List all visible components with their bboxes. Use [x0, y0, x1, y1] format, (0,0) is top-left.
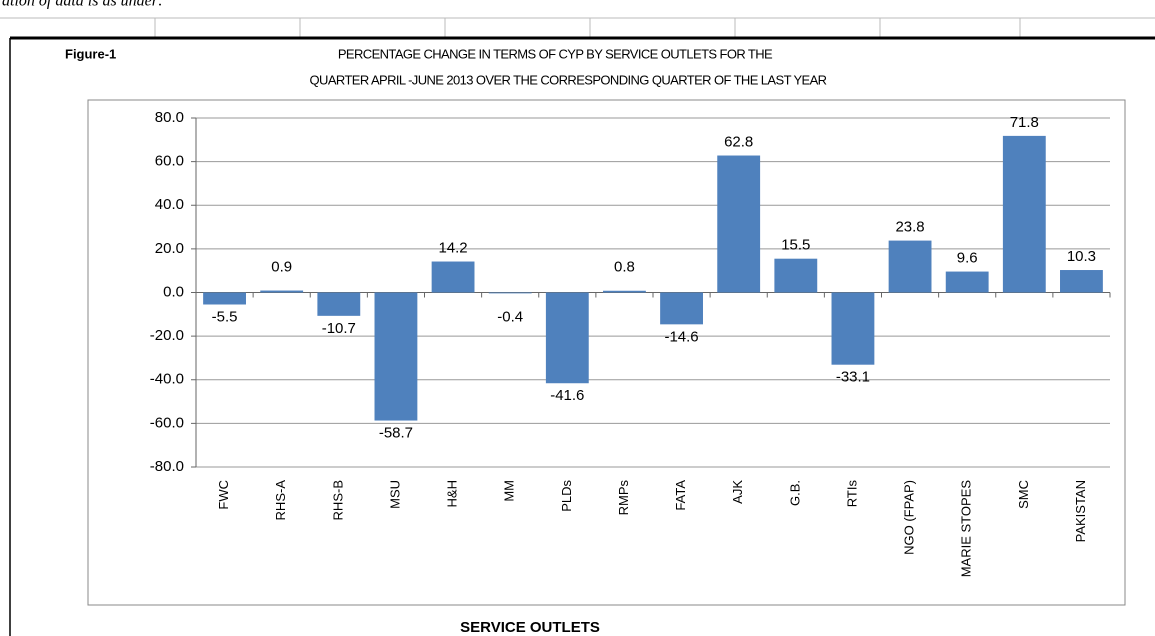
x-tick-label: FATA [673, 480, 688, 511]
x-tick-label: SMC [1016, 480, 1031, 509]
bar [945, 271, 989, 293]
y-tick-label: -80.0 [150, 458, 184, 475]
y-tick-label: -40.0 [150, 371, 184, 388]
value-label: 23.8 [895, 219, 924, 236]
x-tick-label: PLDs [559, 480, 574, 512]
value-label: 0.9 [271, 258, 292, 275]
bar [603, 290, 646, 293]
value-label: -33.1 [836, 369, 870, 386]
x-tick-label: FWC [216, 480, 231, 510]
y-tick-label: -20.0 [150, 327, 184, 344]
bar [545, 292, 589, 384]
y-tick-label: 80.0 [155, 109, 184, 126]
bar [831, 292, 875, 365]
bar [717, 155, 761, 293]
bar [888, 240, 932, 293]
x-tick-label: PAKISTAN [1073, 480, 1088, 542]
value-label: 15.5 [781, 237, 810, 254]
x-tick-label: NGO (FPAP) [902, 480, 917, 555]
value-label: 71.8 [1010, 114, 1039, 131]
value-label: 9.6 [957, 250, 978, 267]
x-tick-label: AJK [730, 480, 745, 504]
y-tick-label: 60.0 [155, 153, 184, 170]
value-label: -0.4 [497, 308, 523, 325]
bar [260, 290, 304, 293]
bar [1060, 270, 1103, 293]
y-tick-label: 20.0 [155, 240, 184, 257]
value-label: 14.2 [438, 239, 467, 256]
figure-label: Figure-1 [65, 46, 116, 61]
bar [374, 292, 418, 421]
x-tick-label: G.B. [787, 480, 802, 506]
bar [774, 258, 818, 293]
bar [1002, 135, 1046, 293]
value-label: -14.6 [664, 328, 698, 345]
chart-title: PERCENTAGE CHANGE IN TERMS OF CYP BY SER… [338, 46, 773, 61]
y-tick-label: -60.0 [150, 414, 184, 431]
value-label: -10.7 [322, 320, 356, 337]
x-axis-title: SERVICE OUTLETS [460, 619, 600, 636]
value-label: 62.8 [724, 133, 753, 150]
table-lines [0, 17, 1155, 38]
bar [488, 292, 532, 294]
x-tick-label: RMPs [616, 480, 631, 516]
x-tick-label: H&H [445, 480, 460, 507]
value-label: 10.3 [1067, 248, 1096, 265]
x-tick-label: RTIs [844, 480, 859, 508]
y-tick-label: 0.0 [163, 283, 184, 300]
y-tick-label: 40.0 [155, 196, 184, 213]
bar [203, 292, 246, 305]
x-tick-label: RHS-B [330, 480, 345, 520]
bar [660, 292, 703, 325]
intro-text: ation of data is as under: [2, 0, 163, 10]
bar [317, 292, 361, 316]
bar [431, 261, 475, 293]
value-label: -5.5 [212, 308, 238, 325]
value-label: 0.8 [614, 258, 635, 275]
x-tick-label: MSU [387, 480, 402, 509]
value-label: -41.6 [550, 387, 584, 404]
x-tick-label: RHS-A [273, 480, 288, 521]
x-tick-label: MARIE STOPES [959, 480, 974, 578]
x-tick-label: MM [502, 480, 517, 502]
plot-frame [87, 99, 1126, 606]
chart-subtitle: QUARTER APRIL -JUNE 2013 OVER THE CORRES… [310, 72, 827, 87]
value-label: -58.7 [379, 425, 413, 442]
